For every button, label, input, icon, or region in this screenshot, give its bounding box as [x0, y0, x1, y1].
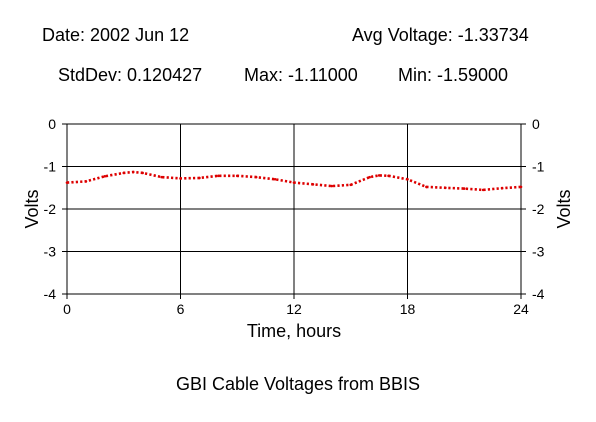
voltage-data-point	[500, 186, 504, 190]
voltage-data-point	[292, 181, 296, 184]
voltage-data-point	[368, 175, 371, 179]
y-tick-label-left: -1	[44, 159, 57, 175]
voltage-data-point	[273, 177, 277, 181]
chart-caption: GBI Cable Voltages from BBIS	[175, 374, 421, 394]
voltage-data-point	[254, 175, 258, 179]
y-tick-label-right: 0	[532, 116, 540, 132]
voltage-data-point	[217, 174, 220, 178]
y-axis-label-left: Volts	[22, 189, 42, 228]
voltage-data-point	[235, 174, 239, 178]
voltage-data-point	[179, 177, 182, 180]
date-label: Date: 2002 Jun 12	[42, 25, 190, 45]
stddev-label: StdDev: 0.120427	[58, 65, 203, 85]
voltage-data-point	[519, 185, 523, 189]
y-tick-label-right: -3	[532, 244, 545, 260]
x-axis-label: Time, hours	[247, 321, 341, 341]
y-tick-label-left: -3	[44, 244, 57, 260]
y-tick-label-left: 0	[48, 116, 56, 132]
voltage-data-point	[349, 183, 353, 187]
avg-voltage-label: Avg Voltage: -1.33734	[352, 25, 529, 45]
voltage-data-point	[425, 185, 428, 189]
voltage-data-point	[103, 174, 107, 178]
min-label: Min: -1.59000	[398, 65, 509, 85]
voltage-data-point	[122, 171, 126, 175]
voltage-data-point	[84, 180, 88, 183]
y-tick-label-right: -4	[532, 286, 545, 302]
y-tick-label-right: -1	[532, 159, 545, 175]
voltage-data-point	[406, 177, 409, 181]
voltage-data-point	[160, 175, 163, 179]
x-tick-label: 0	[63, 301, 71, 317]
y-axis-label-right: Volts	[554, 189, 574, 228]
x-tick-label: 12	[286, 301, 302, 317]
max-label: Max: -1.11000	[244, 65, 358, 85]
x-tick-label: 24	[513, 301, 529, 317]
voltage-data-point	[65, 181, 69, 184]
voltage-data-point	[481, 188, 485, 192]
y-tick-label-left: -2	[44, 201, 57, 217]
voltage-data-point	[141, 171, 144, 175]
voltage-data-point	[377, 174, 381, 177]
voltage-data-point	[387, 174, 390, 178]
voltage-data-point	[444, 186, 447, 190]
y-tick-label-right: -2	[532, 201, 545, 217]
x-tick-label: 6	[177, 301, 185, 317]
voltage-data-point	[462, 187, 466, 190]
voltage-data-point	[131, 170, 135, 174]
y-tick-label-left: -4	[44, 286, 57, 302]
x-tick-label: 18	[400, 301, 416, 317]
voltage-data-point	[198, 176, 201, 180]
voltage-data-point	[330, 184, 334, 188]
voltage-data-point	[311, 183, 315, 186]
